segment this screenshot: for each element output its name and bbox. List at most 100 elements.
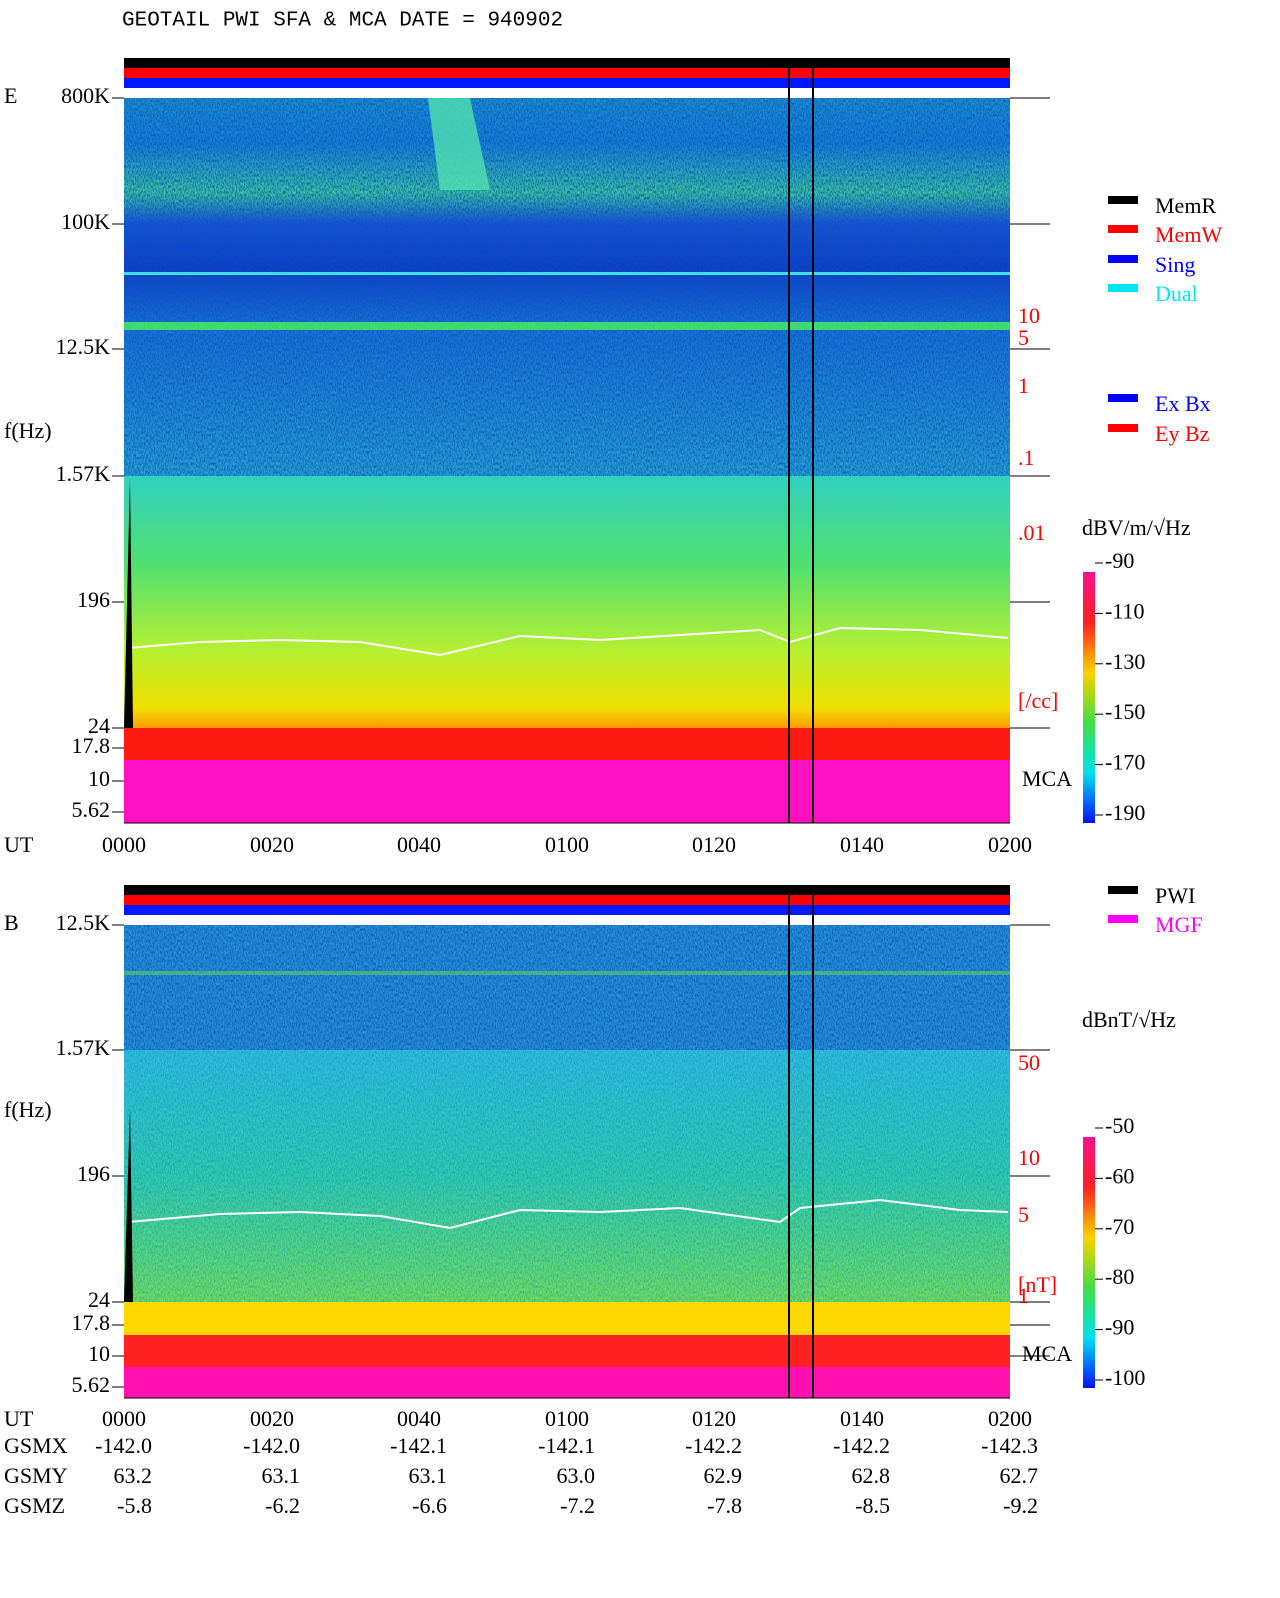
orbit-row-label: GSMX xyxy=(4,1433,68,1458)
colorbar-tick-label: -190 xyxy=(1105,800,1145,825)
colorbar-title: dBnT/√Hz xyxy=(1082,1007,1176,1032)
x-tick-label: 0140 xyxy=(840,1406,884,1431)
colorbar-e xyxy=(1083,572,1095,823)
panel-label: B xyxy=(4,910,19,935)
orbit-value: -142.2 xyxy=(685,1433,742,1458)
legend-swatch xyxy=(1108,424,1138,432)
orbit-value: -8.5 xyxy=(855,1493,890,1518)
colorbar-tick-label: -170 xyxy=(1105,750,1145,775)
orbit-value: 62.7 xyxy=(1000,1463,1039,1488)
orbit-value: -6.2 xyxy=(265,1493,300,1518)
colorbar-tick-label: -80 xyxy=(1105,1264,1134,1289)
legend-label: Sing xyxy=(1155,252,1195,277)
y-tick-label: 10 xyxy=(88,766,110,791)
orbit-value: -5.8 xyxy=(117,1493,152,1518)
colorbar-title: dBV/m/√Hz xyxy=(1082,515,1191,540)
legend-swatch xyxy=(1108,394,1138,402)
y-tick-label: 196 xyxy=(77,1161,110,1186)
orbit-value: 63.0 xyxy=(557,1463,596,1488)
right-scale-label: 50 xyxy=(1018,1050,1040,1075)
y-tick-label: 10 xyxy=(88,1341,110,1366)
right-scale-label: 1 xyxy=(1018,373,1029,398)
orbit-row-label: GSMZ xyxy=(4,1493,65,1518)
orbit-value: 63.1 xyxy=(262,1463,301,1488)
x-tick-label: 0020 xyxy=(250,1406,294,1431)
legend-swatch xyxy=(1108,255,1138,263)
y-tick-label: 24 xyxy=(88,713,110,738)
x-tick-label: 0020 xyxy=(250,832,294,857)
colorbar-b xyxy=(1083,1137,1095,1388)
right-scale-label: 10 xyxy=(1018,1145,1040,1170)
y-tick-label: 800K xyxy=(61,83,110,108)
right-scale-label: 1 xyxy=(1018,1283,1029,1308)
right-scale-label: 10 xyxy=(1018,303,1040,328)
colorbar-tick-label: -50 xyxy=(1105,1113,1134,1138)
colorbar-tick-label: -90 xyxy=(1105,1315,1134,1340)
legend-label: Dual xyxy=(1155,281,1198,306)
orbit-value: -142.1 xyxy=(538,1433,595,1458)
orbit-value: -142.3 xyxy=(981,1433,1038,1458)
y-axis-label: f(Hz) xyxy=(4,1097,52,1122)
x-tick-label: 0120 xyxy=(692,1406,736,1431)
right-scale-label: .01 xyxy=(1018,520,1046,545)
x-tick-label: 0000 xyxy=(102,1406,146,1431)
panel-label: E xyxy=(4,83,17,108)
y-tick-label: 100K xyxy=(61,209,110,234)
orbit-value: 62.8 xyxy=(852,1463,891,1488)
y-tick-label: 5.62 xyxy=(72,1372,111,1397)
x-tick-label: 0140 xyxy=(840,832,884,857)
mca-label: MCA xyxy=(1022,766,1072,791)
title: GEOTAIL PWI SFA & MCA DATE = 940902 xyxy=(122,10,563,33)
legend-swatch xyxy=(1108,284,1138,292)
x-axis-label: UT xyxy=(4,1406,34,1431)
legend-label: Ey Bz xyxy=(1155,421,1210,446)
right-scale-label: [nT] xyxy=(1018,1272,1057,1297)
orbit-value: -6.6 xyxy=(412,1493,447,1518)
mca-label: MCA xyxy=(1022,1341,1072,1366)
y-tick-label: 17.8 xyxy=(72,733,111,758)
x-tick-label: 0040 xyxy=(397,832,441,857)
legend-label: MGF xyxy=(1155,912,1203,937)
legend-swatch xyxy=(1108,886,1138,894)
orbit-value: 63.2 xyxy=(114,1463,153,1488)
y-tick-label: 196 xyxy=(77,587,110,612)
orbit-value: -7.2 xyxy=(560,1493,595,1518)
orbit-value: -142.1 xyxy=(390,1433,447,1458)
colorbar-tick-label: -100 xyxy=(1105,1365,1145,1390)
orbit-value: -9.2 xyxy=(1003,1493,1038,1518)
orbit-value: -7.8 xyxy=(707,1493,742,1518)
right-scale-label: [/cc] xyxy=(1018,688,1058,713)
spectrogram-e xyxy=(124,58,1010,823)
y-tick-label: 5.62 xyxy=(72,797,111,822)
colorbar-tick-label: -130 xyxy=(1105,649,1145,674)
x-tick-label: 0200 xyxy=(988,832,1032,857)
y-tick-label: 1.57K xyxy=(56,1035,111,1060)
y-axis-label: f(Hz) xyxy=(4,418,52,443)
right-scale-label: 5 xyxy=(1018,325,1029,350)
colorbar-tick-label: -150 xyxy=(1105,699,1145,724)
x-tick-label: 0100 xyxy=(545,1406,589,1431)
right-scale-label: .1 xyxy=(1018,445,1035,470)
legend-swatch xyxy=(1108,915,1138,923)
y-tick-label: 24 xyxy=(88,1287,110,1312)
orbit-value: 63.1 xyxy=(409,1463,448,1488)
legend-label: PWI xyxy=(1155,883,1195,908)
x-tick-label: 0040 xyxy=(397,1406,441,1431)
orbit-value: -142.0 xyxy=(95,1433,152,1458)
right-scale-label: 5 xyxy=(1018,1202,1029,1227)
spectrogram-b xyxy=(124,885,1010,1398)
orbit-value: -142.0 xyxy=(243,1433,300,1458)
colorbar-tick-label: -90 xyxy=(1105,548,1134,573)
y-tick-label: 1.57K xyxy=(56,461,111,486)
y-tick-label: 12.5K xyxy=(56,334,111,359)
x-axis-label: UT xyxy=(4,832,34,857)
orbit-value: -142.2 xyxy=(833,1433,890,1458)
x-tick-label: 0200 xyxy=(988,1406,1032,1431)
x-tick-label: 0100 xyxy=(545,832,589,857)
orbit-value: 62.9 xyxy=(704,1463,743,1488)
x-tick-label: 0000 xyxy=(102,832,146,857)
legend-swatch xyxy=(1108,225,1138,233)
legend-label: MemW xyxy=(1155,222,1222,247)
